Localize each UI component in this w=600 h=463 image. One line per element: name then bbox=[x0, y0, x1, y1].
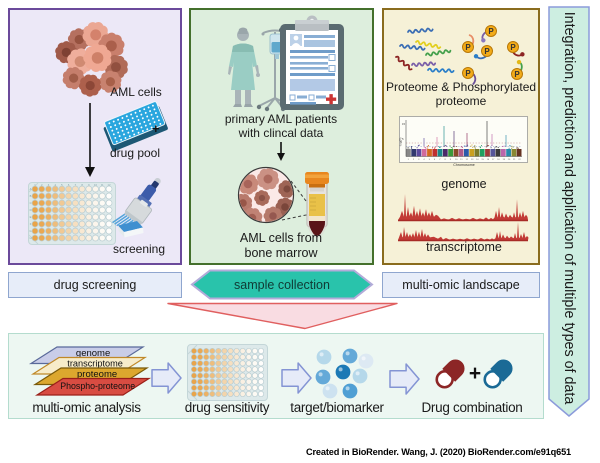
svg-text:H: H bbox=[30, 236, 32, 240]
svg-text:3: 3 bbox=[48, 183, 50, 187]
svg-text:A: A bbox=[30, 187, 32, 191]
svg-text:1: 1 bbox=[34, 183, 36, 187]
svg-text:5: 5 bbox=[402, 137, 404, 141]
svg-text:12: 12 bbox=[466, 159, 469, 161]
svg-text:17: 17 bbox=[492, 159, 495, 161]
svg-text:19: 19 bbox=[503, 159, 506, 161]
svg-text:transcriptome: transcriptome bbox=[67, 358, 123, 368]
svg-text:15: 15 bbox=[481, 159, 484, 161]
svg-text:3: 3 bbox=[418, 159, 420, 161]
svg-text:9: 9 bbox=[88, 183, 90, 187]
svg-text:5: 5 bbox=[61, 183, 63, 187]
svg-text:8: 8 bbox=[81, 183, 83, 187]
svg-text:Chromosome: Chromosome bbox=[453, 163, 475, 167]
svg-text:2: 2 bbox=[413, 159, 415, 161]
svg-text:4: 4 bbox=[423, 159, 425, 161]
svg-text:+: + bbox=[152, 121, 160, 136]
svg-text:12: 12 bbox=[108, 183, 111, 187]
svg-text:10: 10 bbox=[94, 183, 97, 187]
svg-text:F: F bbox=[30, 222, 32, 226]
svg-text:7: 7 bbox=[75, 183, 77, 187]
svg-text:6: 6 bbox=[434, 159, 436, 161]
svg-text:11: 11 bbox=[101, 183, 104, 187]
svg-text:7: 7 bbox=[439, 159, 441, 161]
svg-text:11: 11 bbox=[460, 159, 463, 161]
svg-text:10: 10 bbox=[455, 159, 458, 161]
svg-text:20: 20 bbox=[508, 159, 511, 161]
svg-text:G: G bbox=[29, 229, 31, 233]
svg-text:-log(P): -log(P) bbox=[399, 137, 403, 146]
svg-text:B: B bbox=[30, 194, 32, 198]
svg-text:D: D bbox=[30, 208, 32, 212]
svg-text:21: 21 bbox=[513, 159, 516, 161]
svg-text:genome: genome bbox=[76, 348, 110, 359]
svg-text:14: 14 bbox=[476, 159, 479, 161]
svg-text:16: 16 bbox=[487, 159, 490, 161]
svg-text:Phospho-proteome: Phospho-proteome bbox=[60, 381, 135, 391]
svg-text:18: 18 bbox=[497, 159, 500, 161]
svg-text:13: 13 bbox=[471, 159, 474, 161]
svg-text:22: 22 bbox=[518, 159, 521, 161]
svg-text:15: 15 bbox=[402, 122, 406, 126]
svg-text:9: 9 bbox=[450, 159, 452, 161]
svg-text:2: 2 bbox=[41, 183, 43, 187]
svg-text:proteome: proteome bbox=[77, 369, 117, 380]
svg-text:1: 1 bbox=[408, 159, 410, 161]
svg-text:6: 6 bbox=[68, 183, 70, 187]
svg-text:8: 8 bbox=[445, 159, 447, 161]
svg-text:C: C bbox=[30, 201, 32, 205]
svg-text:E: E bbox=[30, 215, 32, 219]
svg-text:4: 4 bbox=[54, 183, 56, 187]
svg-text:5: 5 bbox=[429, 159, 431, 161]
